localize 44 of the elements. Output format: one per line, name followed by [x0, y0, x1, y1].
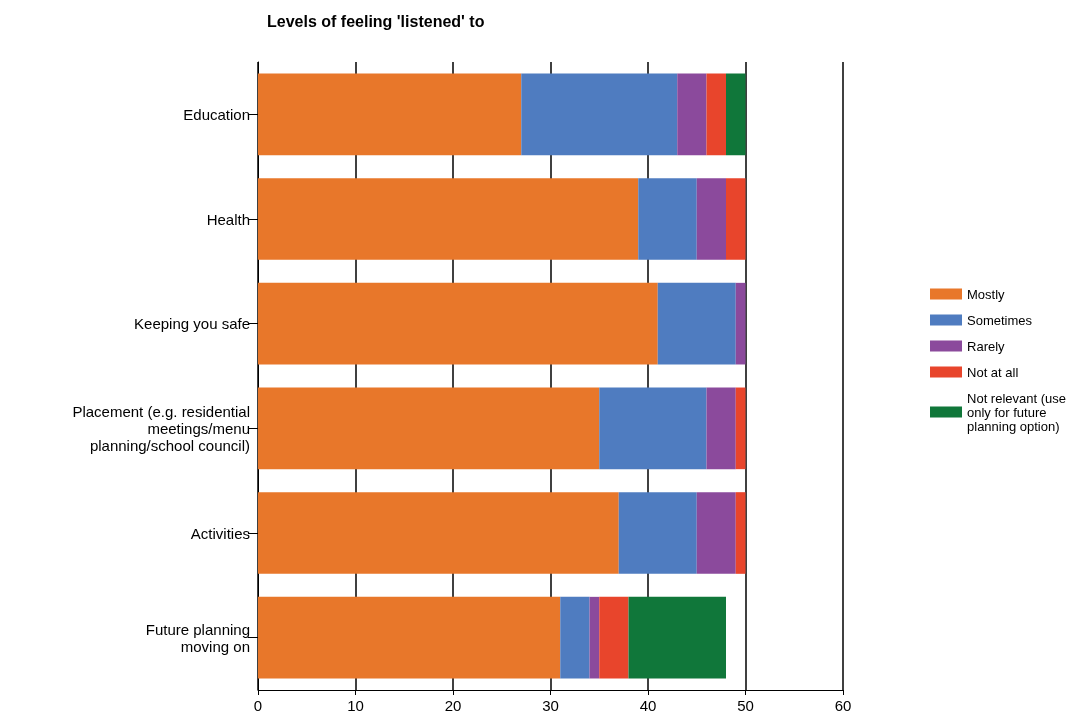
- legend-label: Not relevant (use only for future planning option): [967, 390, 1067, 434]
- bar: [521, 73, 678, 156]
- x-tick-label: 20: [444, 697, 462, 714]
- bar: [599, 387, 707, 470]
- bar: [618, 492, 697, 574]
- bar: [258, 596, 561, 679]
- bar: [735, 387, 746, 470]
- bar: [638, 178, 697, 260]
- bar: [258, 73, 522, 156]
- bar: [696, 178, 726, 260]
- x-tick-label: 60: [834, 697, 852, 714]
- bar: [706, 387, 736, 470]
- legend-label: Not at all: [967, 364, 1019, 380]
- bar: [657, 282, 736, 365]
- x-tick-label: 50: [737, 697, 754, 714]
- x-tick-label: 30: [542, 697, 559, 714]
- bar: [258, 282, 658, 365]
- y-tick-label: Keeping you safe: [134, 315, 250, 333]
- y-tick-label: Health: [206, 210, 250, 228]
- bar: [258, 178, 639, 260]
- bar: [560, 596, 590, 679]
- bar: [706, 73, 726, 156]
- y-tick-label: Placement (e.g. residential meetings/menu planning/school council): [72, 402, 250, 454]
- bar: [258, 492, 619, 574]
- bar: [696, 492, 736, 574]
- bar: [589, 596, 600, 679]
- bar: [726, 178, 746, 260]
- bar: [677, 73, 707, 156]
- x-tick-label: 40: [639, 697, 657, 714]
- legend-label: Mostly: [967, 286, 1006, 302]
- chart-title: Levels of feeling 'listened' to: [267, 12, 485, 30]
- bar: [628, 596, 726, 679]
- bar: [258, 387, 600, 470]
- legend-label: Rarely: [967, 338, 1006, 354]
- bar: [735, 492, 746, 574]
- bar: [726, 73, 746, 156]
- x-tick-label: 10: [347, 697, 364, 714]
- bar: [735, 282, 746, 365]
- y-tick-label: Activities: [190, 524, 250, 542]
- legend-label: Sometimes: [967, 312, 1033, 328]
- bar: [599, 596, 629, 679]
- y-tick-label: Education: [183, 105, 250, 123]
- x-tick-label: 0: [253, 697, 263, 714]
- y-tick-label: Future planning moving on: [145, 620, 250, 655]
